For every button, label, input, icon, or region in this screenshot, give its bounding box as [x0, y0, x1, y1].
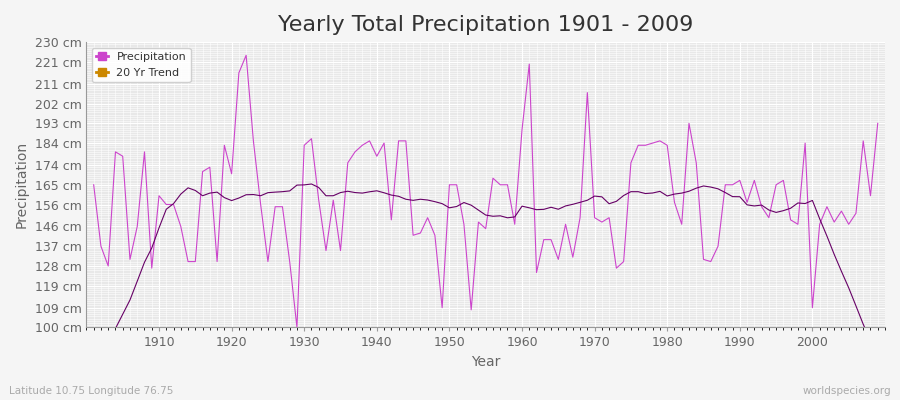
- Legend: Precipitation, 20 Yr Trend: Precipitation, 20 Yr Trend: [92, 48, 191, 82]
- Text: Latitude 10.75 Longitude 76.75: Latitude 10.75 Longitude 76.75: [9, 386, 174, 396]
- Title: Yearly Total Precipitation 1901 - 2009: Yearly Total Precipitation 1901 - 2009: [278, 15, 693, 35]
- Y-axis label: Precipitation: Precipitation: [15, 141, 29, 228]
- X-axis label: Year: Year: [471, 355, 500, 369]
- Text: worldspecies.org: worldspecies.org: [803, 386, 891, 396]
